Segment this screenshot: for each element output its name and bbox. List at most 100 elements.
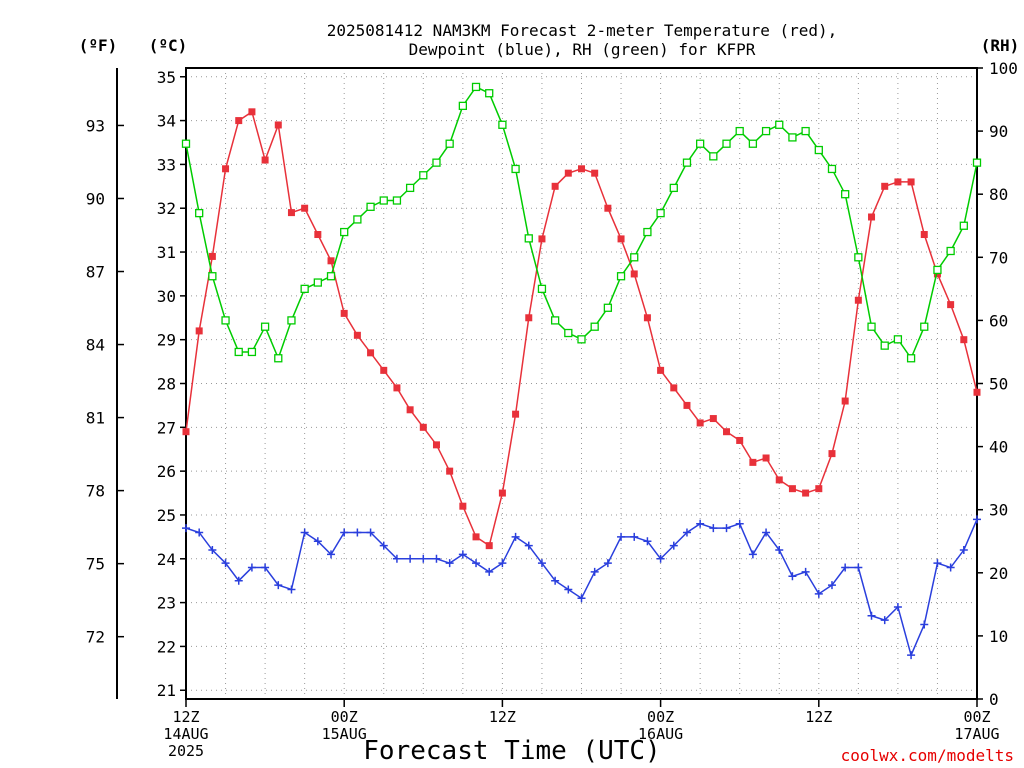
rh-point-52 bbox=[867, 322, 876, 331]
fahrenheit-tick-label-90: 90 bbox=[86, 189, 105, 208]
dewpoint-point-15 bbox=[379, 541, 388, 550]
x-axis-title: Forecast Time (UTC) bbox=[363, 736, 660, 766]
x-tick-label-60-line-1: 17AUG bbox=[954, 725, 999, 743]
temperature-point-52 bbox=[868, 213, 876, 221]
dewpoint-point-60 bbox=[973, 515, 981, 524]
dewpoint-point-32 bbox=[603, 559, 612, 568]
temperature-point-55 bbox=[907, 178, 915, 186]
temperature-point-12 bbox=[340, 309, 348, 317]
rh-point-12 bbox=[340, 227, 349, 237]
rh-tick-label-50: 50 bbox=[989, 375, 1008, 394]
dewpoint-point-18 bbox=[419, 554, 428, 563]
rh-point-49 bbox=[827, 164, 837, 174]
temperature-point-10 bbox=[314, 231, 322, 239]
dewpoint-point-23 bbox=[485, 567, 494, 576]
rh-point-43 bbox=[748, 139, 758, 148]
temperature-point-42 bbox=[736, 436, 744, 444]
temperature-point-8 bbox=[287, 209, 295, 217]
dewpoint-point-31 bbox=[590, 567, 599, 576]
fahrenheit-tick-label-81: 81 bbox=[86, 409, 105, 428]
rh-line bbox=[185, 85, 978, 361]
rh-point-5 bbox=[247, 347, 257, 357]
dewpoint-point-21 bbox=[458, 550, 467, 559]
dewpoint-point-19 bbox=[432, 554, 441, 563]
dewpoint-point-2 bbox=[208, 546, 217, 555]
rh-point-4 bbox=[234, 347, 243, 357]
dewpoint-point-14 bbox=[366, 528, 375, 537]
fahrenheit-tick-label-93: 93 bbox=[86, 116, 105, 135]
dewpoint-point-5 bbox=[247, 563, 256, 572]
rh-point-32 bbox=[603, 303, 613, 312]
dewpoint-point-36 bbox=[656, 554, 665, 563]
dewpoint-point-13 bbox=[353, 528, 362, 537]
temperature-point-23 bbox=[485, 542, 493, 550]
dewpoint-point-40 bbox=[709, 524, 718, 533]
rh-point-22 bbox=[471, 82, 481, 92]
temperature-point-1 bbox=[195, 327, 203, 335]
rh-point-46 bbox=[788, 133, 797, 142]
dewpoint-point-52 bbox=[867, 611, 876, 620]
celsius-tick-label-26: 26 bbox=[157, 462, 176, 481]
rh-point-19 bbox=[432, 158, 441, 167]
temperature-point-58 bbox=[947, 301, 955, 309]
temperature-point-29 bbox=[564, 169, 572, 177]
x-tick-label-48-line-0: 12Z bbox=[805, 708, 832, 726]
x-tick-label-12-line-0: 00Z bbox=[331, 708, 358, 726]
temperature-point-32 bbox=[604, 204, 612, 212]
dewpoint-point-12 bbox=[340, 528, 349, 537]
temperature-point-30 bbox=[578, 165, 585, 173]
dewpoint-line bbox=[185, 519, 978, 658]
dewpoint-point-38 bbox=[682, 528, 691, 537]
temperature-point-2 bbox=[208, 252, 216, 260]
temperature-point-27 bbox=[538, 235, 546, 243]
fahrenheit-tick-label-84: 84 bbox=[86, 336, 105, 355]
rh-point-50 bbox=[841, 190, 850, 199]
temperature-point-34 bbox=[630, 270, 638, 278]
rh-point-45 bbox=[775, 120, 784, 129]
temperature-point-36 bbox=[657, 366, 665, 374]
rh-point-10 bbox=[313, 278, 322, 287]
celsius-tick-label-21: 21 bbox=[157, 681, 176, 700]
temperature-point-14 bbox=[367, 349, 375, 357]
x-tick-label-12-line-1: 15AUG bbox=[322, 725, 367, 743]
rh-point-6 bbox=[260, 322, 270, 331]
dewpoint-point-56 bbox=[920, 620, 929, 629]
dewpoint-point-43 bbox=[748, 550, 757, 559]
x-tick-label-36-line-0: 00Z bbox=[647, 708, 674, 726]
celsius-tick-label-33: 33 bbox=[157, 155, 176, 174]
fahrenheit-tick-label-87: 87 bbox=[86, 263, 105, 282]
temperature-point-38 bbox=[683, 401, 691, 409]
rh-tick-label-0: 0 bbox=[989, 690, 999, 709]
x-tick-label-0-line-1: 14AUG bbox=[163, 725, 208, 743]
rh-point-3 bbox=[221, 316, 230, 325]
dewpoint-point-25 bbox=[511, 532, 520, 541]
rh-point-14 bbox=[366, 202, 375, 211]
data-series bbox=[181, 82, 982, 660]
temperature-point-39 bbox=[696, 419, 704, 427]
temperature-point-9 bbox=[301, 204, 309, 212]
dewpoint-point-49 bbox=[827, 581, 836, 590]
rh-point-53 bbox=[880, 341, 889, 350]
chart-title-line-2: Dewpoint (blue), RH (green) for KFPR bbox=[409, 40, 756, 59]
dewpoint-point-55 bbox=[907, 651, 916, 660]
dewpoint-point-58 bbox=[946, 563, 955, 572]
temperature-point-35 bbox=[643, 314, 651, 322]
celsius-tick-label-27: 27 bbox=[157, 418, 176, 437]
tick-labels: 21 22 23 24 25 26 27 28 29 30 31 32 33 34 35 72 75 78 81 84… bbox=[86, 59, 1018, 760]
rh-point-41 bbox=[722, 139, 731, 148]
dewpoint-point-7 bbox=[274, 581, 283, 590]
rh-tick-label-20: 20 bbox=[989, 564, 1008, 583]
rh-point-23 bbox=[485, 89, 494, 98]
temperature-point-31 bbox=[591, 169, 599, 177]
dewpoint-point-47 bbox=[801, 567, 810, 576]
x-tick-label-36-line-1: 16AUG bbox=[638, 725, 683, 743]
rh-tick-label-40: 40 bbox=[989, 438, 1008, 457]
rh-point-25 bbox=[511, 164, 520, 174]
rh-point-42 bbox=[735, 126, 744, 136]
rh-point-36 bbox=[656, 208, 665, 218]
temperature-point-7 bbox=[274, 121, 282, 129]
dewpoint-point-37 bbox=[669, 541, 678, 550]
rh-point-27 bbox=[537, 284, 547, 294]
rh-tick-label-10: 10 bbox=[989, 627, 1008, 646]
